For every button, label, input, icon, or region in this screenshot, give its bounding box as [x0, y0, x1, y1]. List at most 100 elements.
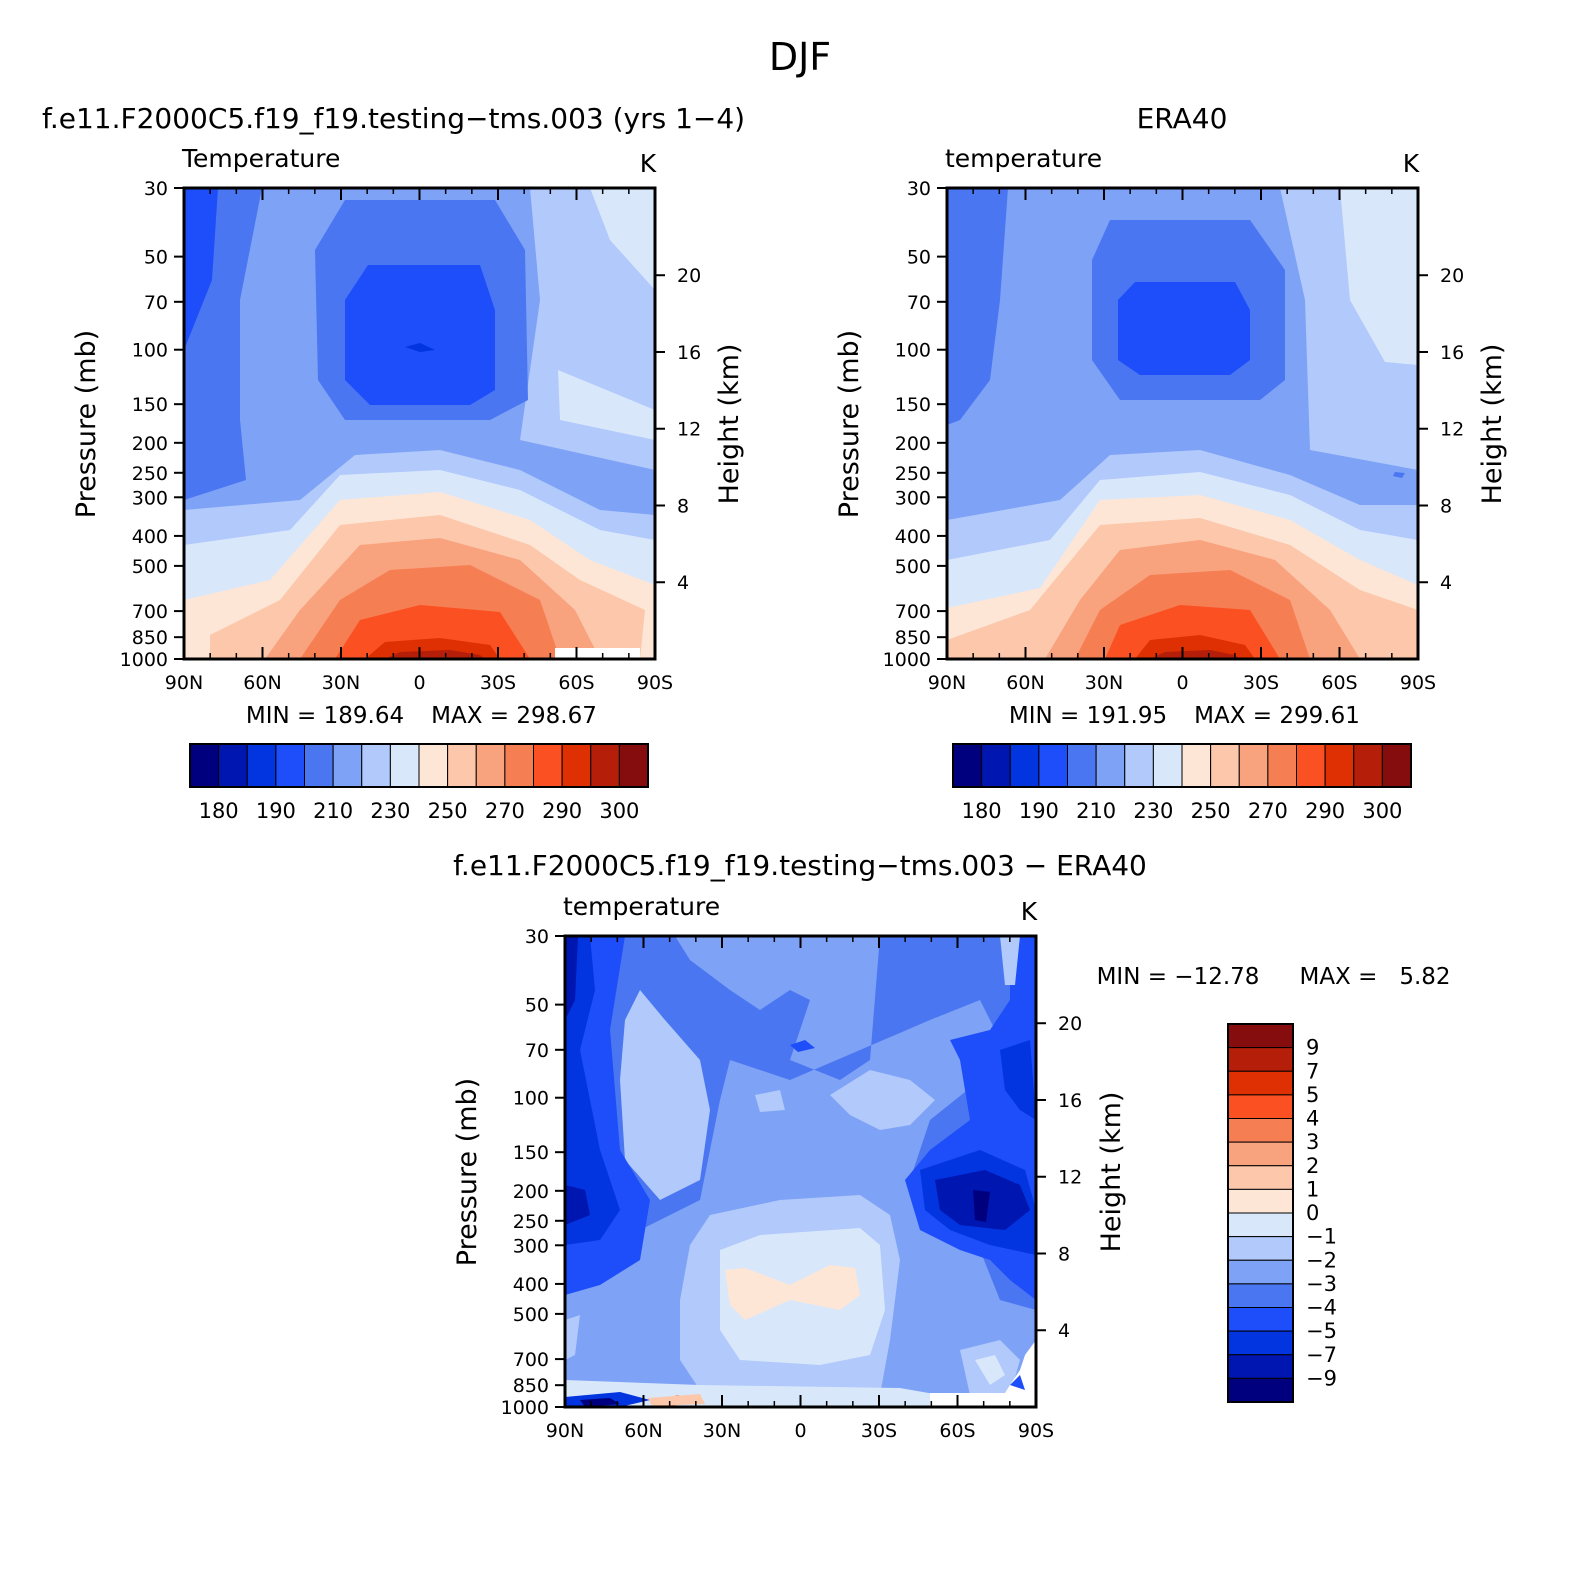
- panel-era40-subtitle: temperature: [945, 144, 1102, 173]
- colorbar-box: [246, 743, 277, 788]
- x-tick-label: 30S: [1243, 672, 1279, 694]
- colorbar-box: [981, 743, 1011, 788]
- colorbar-box: [304, 743, 334, 788]
- panel-model-colorbar: 180 190 210 230 250 270 290 300: [189, 743, 649, 823]
- colorbar-label: 250: [1191, 799, 1231, 823]
- y-right-tick-label: 12: [1058, 1167, 1082, 1189]
- y-tick-label: 1000: [883, 649, 931, 671]
- colorbar-box: [1227, 1141, 1294, 1167]
- field-band: [1000, 1040, 1036, 1120]
- x-tick-label: 30S: [861, 1420, 897, 1442]
- y-tick-label: 700: [132, 601, 168, 623]
- colorbar-label: 1: [1306, 1177, 1319, 1201]
- y-tick-label: 1000: [501, 1397, 549, 1419]
- y-right-tick-label: 12: [1440, 419, 1464, 441]
- colorbar-box: [1324, 743, 1355, 788]
- colorbar-frame: [1227, 1023, 1294, 1403]
- colorbar-box: [1009, 743, 1040, 788]
- y-tick-label: 200: [895, 433, 931, 455]
- field-band: [565, 936, 578, 1020]
- panel-era40-colorbar: 180 190 210 230 250 270 290 300: [952, 743, 1412, 823]
- y-tick-label: 400: [132, 526, 168, 548]
- y-tick-label: 500: [895, 556, 931, 578]
- colorbar-box: [504, 743, 534, 788]
- colorbar-frame: [189, 743, 649, 788]
- field-band: [1340, 188, 1418, 365]
- colorbar-label: 180: [199, 799, 239, 823]
- colorbar-box: [1227, 1188, 1294, 1214]
- y-right-tick-label: 16: [1440, 342, 1464, 364]
- y-right-tick-label: 12: [677, 419, 701, 441]
- y-tick-label: 70: [525, 1040, 549, 1062]
- colorbar-box: [533, 743, 563, 788]
- x-tick-label: 60S: [1321, 672, 1357, 694]
- field-band: [1393, 472, 1405, 478]
- colorbar-label: −2: [1306, 1248, 1337, 1272]
- field-band: [790, 1040, 815, 1052]
- colorbar-box: [1227, 1283, 1294, 1308]
- field-band: [930, 1340, 1036, 1407]
- y-tick-label: 150: [132, 394, 168, 416]
- colorbar-box: [332, 743, 363, 788]
- y-tick-label: 850: [513, 1375, 549, 1397]
- colorbar-box: [389, 743, 420, 788]
- field-band: [184, 188, 218, 350]
- y-tick-label: 150: [513, 1142, 549, 1164]
- colorbar-label: −4: [1306, 1296, 1337, 1320]
- colorbar-box: [1227, 1094, 1294, 1119]
- field-band: [1010, 1375, 1025, 1390]
- y-tick-label: 850: [895, 627, 931, 649]
- field-band: [405, 343, 435, 352]
- colorbar-label: 230: [1133, 799, 1173, 823]
- y-tick-label: 250: [895, 463, 931, 485]
- colorbar-label: 190: [1019, 799, 1059, 823]
- y-right-tick-label: 20: [1058, 1013, 1082, 1035]
- panel-difference-units: K: [1021, 897, 1038, 926]
- colorbar-box: [1227, 1330, 1294, 1356]
- colorbar-label: −7: [1306, 1343, 1337, 1367]
- colorbar-label: 230: [370, 799, 410, 823]
- x-tick-label: 30N: [322, 672, 360, 694]
- colorbar-box: [1381, 743, 1412, 788]
- x-tick-label: 60S: [558, 672, 594, 694]
- colorbar-box: [1181, 743, 1212, 788]
- y-tick-label: 500: [513, 1304, 549, 1326]
- y-tick-label: 30: [907, 178, 931, 200]
- colorbar-label: 7: [1306, 1059, 1319, 1083]
- colorbar-label: 0: [1306, 1201, 1319, 1225]
- colorbar-frame: [952, 743, 1412, 788]
- colorbar-box: [1038, 743, 1068, 788]
- colorbar-box: [189, 743, 220, 788]
- colorbar-box: [1267, 743, 1297, 788]
- panel-model-title: f.e11.F2000C5.f19_f19.testing−tms.003 (y…: [42, 102, 745, 135]
- y-tick-label: 400: [513, 1274, 549, 1296]
- colorbar-box: [1227, 1212, 1294, 1238]
- colorbar-box: [1238, 743, 1269, 788]
- y-tick-label: 300: [895, 487, 931, 509]
- field-band: [725, 1265, 860, 1320]
- panel-model: f.e11.F2000C5.f19_f19.testing−tms.003 (y…: [42, 102, 745, 823]
- x-tick-label: 0: [794, 1420, 806, 1442]
- panel-difference-ylabel-right: Height (km): [1096, 1092, 1127, 1253]
- colorbar-box: [1095, 743, 1126, 788]
- y-right-tick-label: 16: [677, 342, 701, 364]
- colorbar-box: [1296, 743, 1326, 788]
- colorbar-box: [1227, 1070, 1294, 1096]
- y-tick-label: 150: [895, 394, 931, 416]
- field-band: [565, 1185, 590, 1225]
- y-right-tick-label: 20: [677, 265, 701, 287]
- x-tick-label: 90S: [1018, 1420, 1054, 1442]
- colorbar-box: [1152, 743, 1183, 788]
- y-right-tick-label: 20: [1440, 265, 1464, 287]
- colorbar-label: 4: [1306, 1107, 1319, 1131]
- y-tick-label: 100: [132, 340, 168, 362]
- panel-model-field: [184, 188, 655, 659]
- field-band: [755, 1090, 785, 1112]
- field-band: [1118, 282, 1250, 375]
- y-right-tick-label: 8: [1440, 495, 1452, 517]
- x-tick-label: 90N: [546, 1420, 584, 1442]
- colorbar-label: −3: [1306, 1272, 1337, 1296]
- colorbar-box: [561, 743, 592, 788]
- x-tick-label: 0: [413, 672, 425, 694]
